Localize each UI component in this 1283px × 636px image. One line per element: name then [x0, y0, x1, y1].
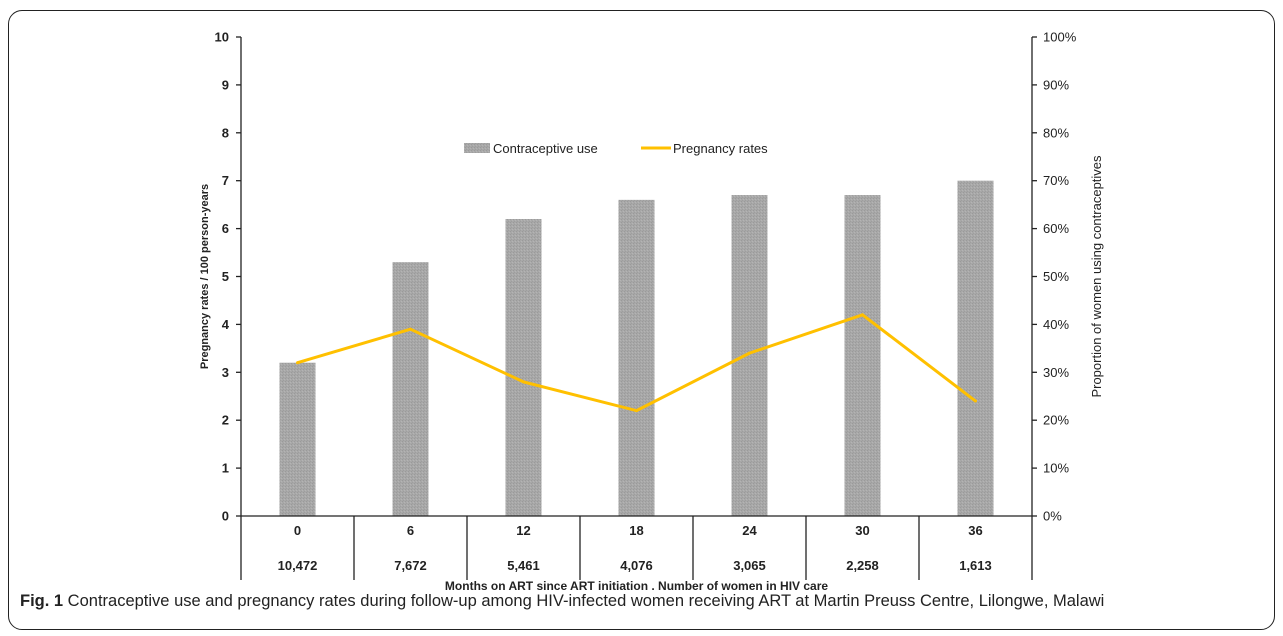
right-tick-label: 0% [1043, 509, 1062, 524]
category-label-women-count: 5,461 [507, 558, 540, 573]
category-label-months: 0 [294, 523, 301, 538]
left-tick-label: 2 [222, 413, 229, 428]
category-label-months: 30 [855, 523, 869, 538]
bar-contraceptive-use-0 [279, 362, 316, 516]
category-label-months: 24 [742, 523, 757, 538]
combo-chart: 0123456789100%10%20%30%40%50%60%70%80%90… [199, 30, 1104, 591]
caption-text: Contraceptive use and pregnancy rates du… [63, 592, 1105, 610]
bar-contraceptive-use-12 [505, 219, 542, 516]
legend-label-pregnancy-rates: Pregnancy rates [673, 141, 768, 156]
legend: Contraceptive use Pregnancy rates [464, 141, 768, 156]
point-pregnancy-rates-24 [748, 351, 751, 355]
right-tick-label: 30% [1043, 365, 1069, 380]
right-tick-label: 10% [1043, 461, 1069, 476]
legend-swatch-contraceptive-use [464, 143, 490, 153]
category-label-months: 18 [629, 523, 643, 538]
right-tick-label: 20% [1043, 413, 1069, 428]
right-tick-label: 50% [1043, 269, 1069, 284]
category-label-women-count: 1,613 [959, 558, 992, 573]
category-label-women-count: 10,472 [278, 558, 318, 573]
category-label-women-count: 7,672 [394, 558, 427, 573]
bar-contraceptive-use-18 [618, 199, 655, 517]
point-pregnancy-rates-18 [635, 409, 638, 413]
point-pregnancy-rates-30 [861, 313, 864, 317]
left-tick-label: 10 [215, 30, 229, 45]
legend-label-contraceptive-use: Contraceptive use [493, 141, 598, 156]
y2-axis-title: Proportion of women using contraceptives [1089, 155, 1104, 398]
bar-contraceptive-use-36 [957, 180, 994, 516]
bar-contraceptive-use-24 [731, 195, 768, 516]
left-tick-label: 3 [222, 365, 229, 380]
right-tick-label: 60% [1043, 221, 1069, 236]
category-label-months: 6 [407, 523, 414, 538]
category-label-months: 12 [516, 523, 530, 538]
left-tick-label: 6 [222, 221, 229, 236]
caption-label: Fig. 1 [20, 592, 64, 610]
right-tick-label: 80% [1043, 125, 1069, 140]
point-pregnancy-rates-6 [409, 327, 412, 331]
point-pregnancy-rates-12 [522, 380, 525, 384]
bar-contraceptive-use-30 [844, 195, 881, 516]
left-tick-label: 8 [222, 125, 229, 140]
left-tick-label: 1 [222, 461, 229, 476]
x-axis-title: Months on ART since ART initiation , Num… [445, 579, 828, 590]
left-tick-label: 5 [222, 269, 229, 284]
category-label-months: 36 [968, 523, 982, 538]
left-tick-label: 0 [222, 509, 229, 524]
point-pregnancy-rates-0 [296, 361, 299, 365]
category-label-women-count: 3,065 [733, 558, 766, 573]
figure-frame [8, 10, 1275, 630]
left-tick-label: 7 [222, 173, 229, 188]
bar-contraceptive-use-6 [392, 262, 429, 516]
category-label-women-count: 4,076 [620, 558, 653, 573]
left-tick-label: 9 [222, 77, 229, 92]
figure-caption: Fig. 1 Contraceptive use and pregnancy r… [20, 592, 1104, 611]
left-tick-label: 4 [222, 317, 230, 332]
right-tick-label: 90% [1043, 77, 1069, 92]
category-label-women-count: 2,258 [846, 558, 879, 573]
right-tick-label: 100% [1043, 30, 1077, 45]
right-tick-label: 40% [1043, 317, 1069, 332]
right-tick-label: 70% [1043, 173, 1069, 188]
y-axis-title: Pregnancy rates / 100 person-years [199, 184, 211, 369]
point-pregnancy-rates-36 [974, 399, 977, 403]
